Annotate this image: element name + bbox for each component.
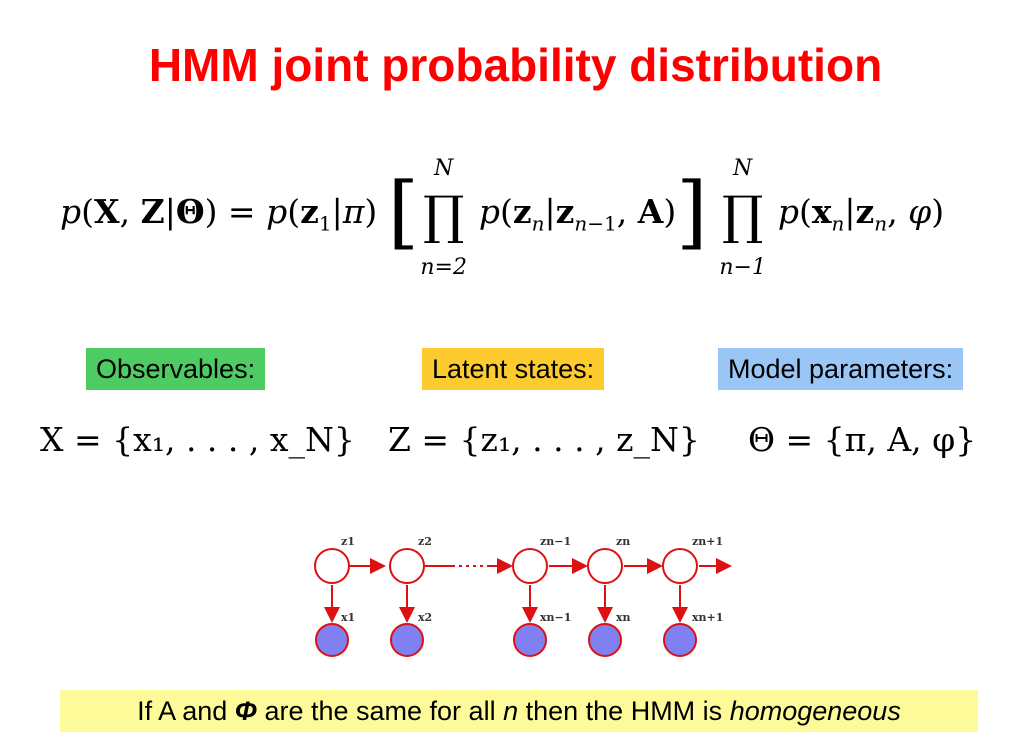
latent-label: zn [616, 535, 630, 548]
note-homogeneous-word: homogeneous [729, 696, 901, 726]
slide-title: HMM joint probability distribution [148, 39, 883, 91]
note-phi-symbol: Φ [234, 696, 257, 726]
latent-node [389, 548, 425, 584]
product-1-upper-limit: N [434, 156, 454, 181]
note-text: If A and [137, 696, 235, 726]
product-2-upper-limit: N [733, 156, 753, 181]
observed-node [315, 623, 349, 657]
observed-node [663, 623, 697, 657]
observables-label: Observables: [86, 348, 266, 390]
latent-label: zn+1 [692, 535, 723, 548]
homogeneous-note: If A and Φ are the same for all n then t… [60, 690, 978, 732]
product-2-lower-limit: n−1 [719, 255, 766, 280]
note-n-variable: n [503, 696, 519, 726]
latent-node [662, 548, 698, 584]
latent-label: z2 [418, 535, 432, 548]
observed-node [588, 623, 622, 657]
observed-node [390, 623, 424, 657]
observed-label: xn [616, 611, 631, 624]
note-text: then the HMM is [518, 696, 730, 726]
observed-label: xn−1 [540, 611, 571, 624]
observed-label: x1 [341, 611, 355, 624]
parameters-set: Θ = {π, A, φ} [748, 420, 977, 459]
latent-label: z1 [341, 535, 355, 548]
product-1-lower-limit: n=2 [420, 255, 467, 280]
observed-label: x2 [418, 611, 432, 624]
latent-node [512, 548, 548, 584]
latent-label: zn−1 [540, 535, 571, 548]
latent-states-set: Z = {z₁, . . . , z_N} [388, 420, 700, 459]
observed-label: xn+1 [692, 611, 723, 624]
note-text: are the same for all [256, 696, 504, 726]
latent-node [314, 548, 350, 584]
latent-states-label: Latent states: [422, 348, 605, 390]
model-parameters-label: Model parameters: [718, 348, 964, 390]
latent-node [587, 548, 623, 584]
observables-set: X = {x₁, . . . , x_N} [40, 420, 355, 459]
observed-node [513, 623, 547, 657]
